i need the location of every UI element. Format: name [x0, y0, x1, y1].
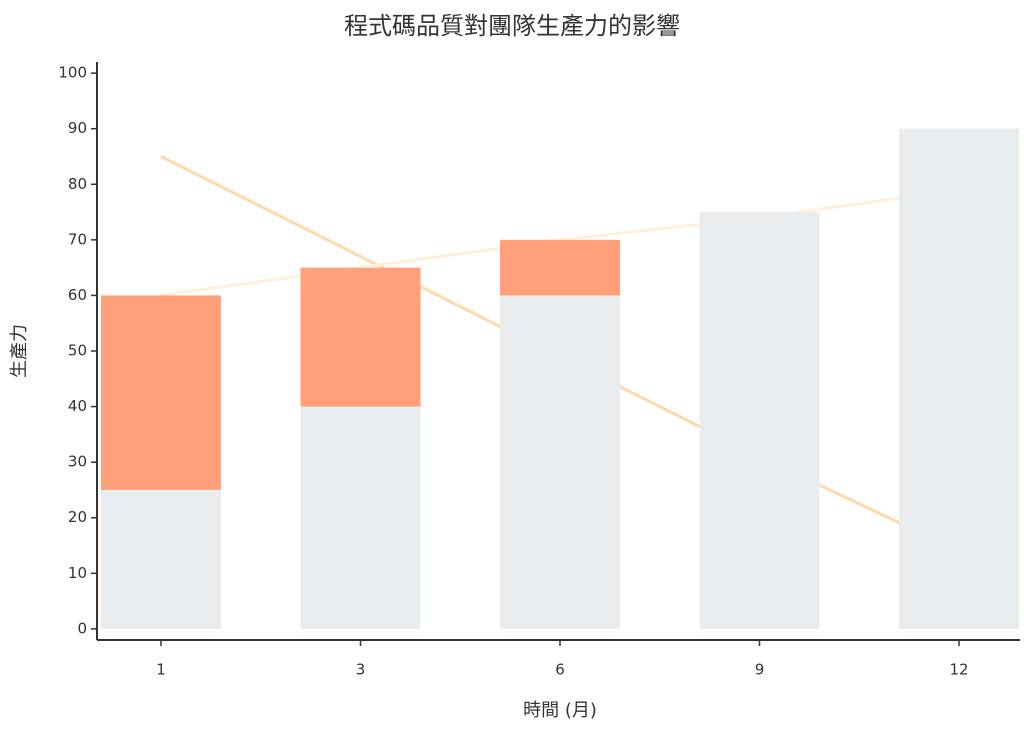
- y-tick-label: 50: [68, 342, 87, 360]
- x-tick-label: 12: [949, 661, 968, 679]
- x-tick-label: 3: [356, 661, 366, 679]
- y-tick-label: 40: [68, 397, 87, 415]
- y-tick-label: 80: [68, 175, 87, 193]
- bar: [500, 239, 620, 296]
- bar: [101, 295, 221, 490]
- chart-title: 程式碼品質對團隊生產力的影響: [344, 12, 680, 40]
- bar: [500, 295, 620, 629]
- bar: [101, 489, 221, 629]
- y-tick-label: 10: [68, 564, 87, 582]
- x-tick-label: 1: [156, 661, 166, 679]
- y-tick-label: 60: [68, 286, 87, 304]
- y-tick-label: 70: [68, 230, 87, 248]
- y-tick-label: 100: [58, 64, 87, 82]
- bar: [899, 128, 1019, 629]
- y-axis-label: 生產力: [9, 324, 30, 378]
- y-tick-label: 0: [77, 619, 87, 637]
- bar: [300, 267, 421, 407]
- y-tick-label: 30: [68, 453, 87, 471]
- line-series: [160, 188, 960, 297]
- x-tick-label: 9: [755, 661, 765, 679]
- x-axis-label: 時間 (月): [523, 700, 597, 721]
- x-tick-label: 6: [555, 661, 565, 679]
- bar: [699, 212, 820, 629]
- y-tick-label: 20: [68, 508, 87, 526]
- bar: [300, 406, 421, 629]
- y-tick-label: 90: [68, 119, 87, 137]
